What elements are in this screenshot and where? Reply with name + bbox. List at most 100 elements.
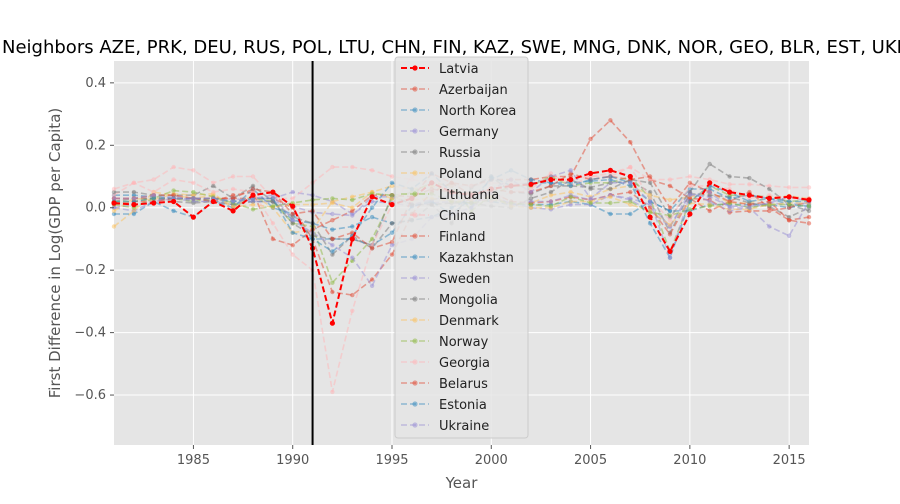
data-point-ukraine bbox=[588, 196, 593, 201]
data-point-belarus bbox=[548, 183, 554, 189]
data-point-belarus bbox=[290, 211, 295, 217]
data-point-ukraine bbox=[568, 168, 573, 173]
data-point-finland bbox=[767, 208, 772, 214]
data-point-latvia bbox=[329, 320, 335, 326]
data-point-latvia bbox=[766, 195, 772, 201]
legend-marker-germany bbox=[412, 128, 418, 134]
legend-marker-lithuania bbox=[412, 191, 418, 197]
data-point-norway bbox=[687, 207, 693, 212]
data-point-north-korea bbox=[628, 211, 633, 217]
data-point-georgia bbox=[330, 389, 335, 395]
data-point-azerbaijan bbox=[628, 140, 633, 145]
legend-marker-ukraine bbox=[412, 422, 418, 428]
data-point-finland bbox=[647, 205, 653, 210]
data-point-georgia bbox=[211, 189, 216, 195]
data-point-china bbox=[230, 174, 236, 179]
legend-label-russia: Russia bbox=[439, 146, 481, 161]
x-tick-label: 2000 bbox=[475, 453, 508, 468]
data-point-poland bbox=[568, 189, 573, 195]
x-axis-label: Year bbox=[445, 474, 479, 492]
data-point-estonia bbox=[786, 199, 792, 204]
data-point-kazakhstan bbox=[727, 196, 732, 201]
data-point-mongolia bbox=[290, 221, 295, 226]
data-point-norway bbox=[568, 194, 573, 199]
legend-label-belarus: Belarus bbox=[439, 377, 488, 392]
legend-entry-norway: Norway bbox=[401, 335, 489, 350]
data-point-finland bbox=[330, 218, 335, 223]
legend-marker-poland bbox=[412, 170, 418, 176]
x-tick-label: 1985 bbox=[177, 453, 210, 468]
legend-entry-lithuania: Lithuania bbox=[401, 188, 499, 203]
legend-marker-denmark bbox=[412, 317, 418, 323]
data-point-norway bbox=[171, 188, 176, 193]
data-point-sweden bbox=[191, 199, 196, 204]
data-point-norway bbox=[330, 196, 335, 201]
data-point-sweden bbox=[330, 211, 335, 217]
data-point-azerbaijan bbox=[350, 292, 355, 298]
data-point-mongolia bbox=[747, 175, 752, 181]
legend-label-norway: Norway bbox=[439, 335, 489, 350]
data-point-georgia bbox=[548, 171, 554, 176]
legend-marker-china bbox=[412, 212, 418, 218]
data-point-georgia bbox=[191, 180, 196, 185]
data-point-germany bbox=[568, 202, 573, 207]
x-tick-label: 2005 bbox=[574, 453, 607, 468]
data-point-estonia bbox=[389, 180, 395, 185]
data-point-georgia bbox=[171, 177, 176, 182]
data-point-estonia bbox=[290, 230, 295, 235]
data-point-ukraine bbox=[151, 193, 156, 198]
data-point-denmark bbox=[330, 200, 335, 206]
data-point-north-korea bbox=[369, 214, 375, 220]
data-point-sweden bbox=[250, 199, 256, 204]
data-point-china bbox=[171, 164, 176, 170]
data-point-poland bbox=[667, 197, 673, 203]
data-point-georgia bbox=[667, 218, 673, 223]
data-point-latvia bbox=[389, 202, 395, 208]
y-tick-label: 0.4 bbox=[85, 76, 106, 91]
data-point-mongolia bbox=[131, 189, 137, 195]
legend-label-lithuania: Lithuania bbox=[439, 188, 499, 203]
data-point-finland bbox=[628, 189, 633, 195]
legend-marker-norway bbox=[412, 338, 418, 344]
data-point-norway bbox=[806, 204, 812, 209]
data-point-georgia bbox=[647, 196, 653, 201]
data-point-azerbaijan bbox=[608, 118, 613, 123]
legend-label-estonia: Estonia bbox=[439, 398, 487, 413]
data-point-china bbox=[191, 168, 196, 173]
legend-label-china: China bbox=[439, 209, 476, 224]
data-point-latvia bbox=[190, 214, 196, 220]
legend-entry-estonia: Estonia bbox=[401, 398, 487, 413]
y-tick-label: 0.2 bbox=[85, 138, 106, 153]
legend-marker-russia bbox=[412, 149, 418, 155]
legend-label-sweden: Sweden bbox=[439, 272, 490, 287]
data-point-mongolia bbox=[528, 196, 534, 201]
data-point-latvia bbox=[707, 180, 713, 186]
x-tick-label: 2010 bbox=[673, 453, 706, 468]
data-point-belarus bbox=[786, 218, 792, 223]
data-point-latvia bbox=[647, 214, 653, 220]
x-axis-ticks: 1985 1990 1995 2000 2005 2010 2015 bbox=[177, 445, 806, 468]
y-tick-label: 0.0 bbox=[85, 201, 106, 216]
x-tick-label: 2015 bbox=[773, 453, 806, 468]
data-point-belarus bbox=[727, 199, 732, 204]
data-point-ukraine bbox=[131, 196, 137, 201]
data-point-estonia bbox=[747, 199, 752, 204]
data-point-china bbox=[369, 168, 375, 173]
data-point-poland bbox=[111, 224, 117, 229]
data-point-north-korea bbox=[330, 227, 335, 232]
data-point-norway bbox=[389, 193, 395, 198]
data-point-kazakhstan bbox=[131, 211, 137, 217]
data-point-georgia bbox=[151, 189, 156, 195]
data-point-china bbox=[747, 182, 752, 187]
legend-label-georgia: Georgia bbox=[439, 356, 490, 371]
data-point-kazakhstan bbox=[667, 208, 673, 214]
legend-label-finland: Finland bbox=[439, 230, 485, 245]
legend-marker-azerbaijan bbox=[412, 86, 418, 92]
series-line-georgia bbox=[113, 166, 809, 393]
data-point-norway bbox=[628, 199, 633, 204]
data-point-ukraine bbox=[727, 205, 732, 210]
y-tick-label: −0.4 bbox=[74, 326, 106, 341]
data-point-denmark bbox=[191, 193, 196, 198]
data-point-belarus bbox=[747, 202, 752, 207]
y-axis-ticks: −0.6 −0.4 −0.2 0.0 0.2 0.4 bbox=[74, 76, 114, 403]
